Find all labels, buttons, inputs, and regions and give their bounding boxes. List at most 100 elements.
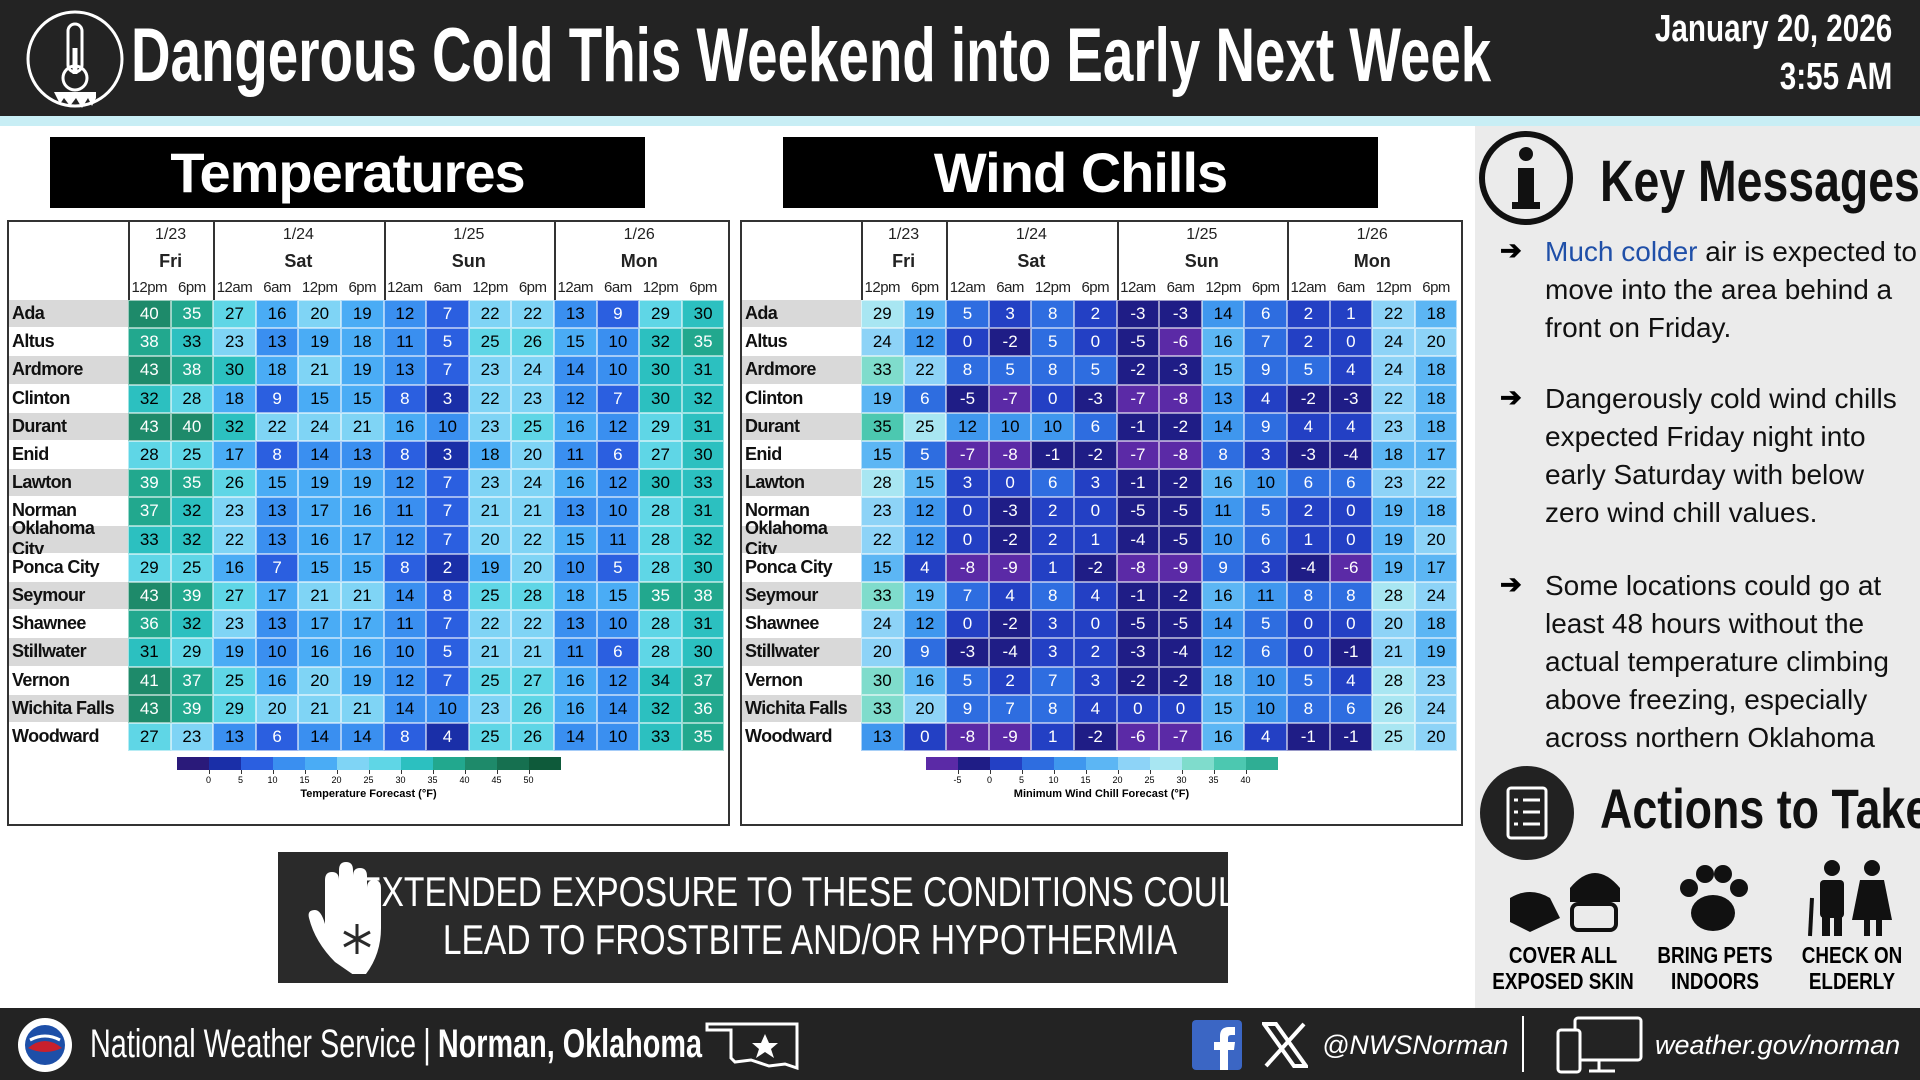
value-cell: 24: [861, 328, 904, 357]
value-cell: 8: [426, 582, 469, 611]
value-cell: 7: [426, 610, 469, 639]
x-icon[interactable]: [1262, 1022, 1308, 1068]
value-cell: 28: [128, 441, 171, 470]
value-cell: 10: [596, 497, 640, 526]
footer-website[interactable]: weather.gov/norman: [1655, 1030, 1901, 1060]
value-cell: 6: [1329, 469, 1373, 498]
time-label: 6pm: [1081, 278, 1110, 296]
value-cell: 15: [861, 441, 904, 470]
station-name: Stillwater: [742, 638, 861, 667]
value-cell: 20: [861, 638, 904, 667]
value-cell: 13: [554, 610, 597, 639]
value-cell: 16: [341, 497, 384, 526]
value-cell: -3: [988, 497, 1032, 526]
value-cell: 18: [1414, 384, 1458, 413]
time-label: 6pm: [178, 278, 206, 296]
value-cell: 25: [213, 666, 256, 695]
value-cell: 12: [903, 610, 947, 639]
value-cell: 23: [1414, 666, 1458, 695]
value-cell: 30: [639, 356, 682, 385]
value-cell: 15: [903, 469, 947, 498]
scale-swatch: [1245, 757, 1278, 770]
station-name: Lawton: [742, 469, 861, 498]
value-cell: 10: [1031, 412, 1074, 441]
value-cell: 23: [468, 356, 512, 385]
value-cell: 12: [383, 666, 427, 695]
table-title: Temperatures: [50, 137, 645, 208]
footer-agency: National Weather Service | Norman, Oklahom…: [90, 1022, 702, 1067]
station-name: Altus: [742, 328, 861, 357]
date-label: 1/23: [888, 226, 920, 243]
value-cell: 22: [903, 356, 947, 385]
value-cell: 8: [1031, 582, 1074, 611]
scale-tick: [1213, 770, 1215, 774]
value-cell: 1: [1031, 553, 1074, 582]
value-cell: 4: [1329, 666, 1373, 695]
value-cell: -3: [1116, 300, 1160, 329]
value-cell: 28: [1372, 666, 1415, 695]
bullet-arrow: ➔: [1500, 569, 1522, 599]
value-cell: 8: [1031, 300, 1074, 329]
value-cell: 40: [128, 300, 171, 329]
value-cell: 19: [861, 384, 904, 413]
value-cell: 33: [681, 469, 725, 498]
value-cell: 5: [596, 553, 640, 582]
value-cell: 7: [426, 356, 469, 385]
scale-swatch: [496, 757, 529, 770]
value-cell: 15: [554, 328, 597, 357]
station-name: Wichita Falls: [742, 694, 861, 723]
value-cell: 11: [554, 441, 597, 470]
value-cell: 17: [298, 497, 341, 526]
time-label: 6am: [1337, 278, 1365, 296]
value-cell: 10: [596, 723, 640, 752]
column-divider: [1116, 220, 1119, 300]
station-name: Seymour: [9, 582, 128, 611]
value-cell: -3: [1074, 384, 1117, 413]
value-cell: -9: [1159, 553, 1202, 582]
value-cell: 11: [554, 638, 597, 667]
value-cell: 7: [426, 497, 469, 526]
thermometer-icon: [26, 10, 124, 108]
facebook-icon[interactable]: [1192, 1020, 1242, 1070]
value-cell: 19: [213, 638, 256, 667]
action-label: ELDERLY: [1808, 967, 1896, 994]
footer-handle[interactable]: @NWSNorman: [1322, 1030, 1509, 1060]
value-cell: -2: [988, 525, 1032, 554]
date-label: 1/25: [453, 226, 485, 243]
banner-line: EXTENDED EXPOSURE TO THESE CONDITIONS CO…: [359, 868, 1261, 915]
value-cell: 23: [213, 497, 256, 526]
time-label: 6am: [433, 278, 462, 296]
value-cell: 16: [298, 525, 341, 554]
value-cell: 2: [1287, 497, 1330, 526]
value-cell: 23: [1372, 469, 1415, 498]
value-cell: -1: [1116, 469, 1160, 498]
value-cell: 6: [1074, 412, 1117, 441]
value-cell: 0: [946, 610, 989, 639]
value-cell: 10: [596, 356, 640, 385]
time-label: 6am: [263, 278, 291, 296]
message-text: Some locations could go at least 48 hour…: [1545, 570, 1889, 753]
scale-tick: [272, 770, 274, 774]
value-cell: 28: [639, 497, 682, 526]
station-name: Vernon: [9, 666, 128, 695]
value-cell: 28: [639, 610, 682, 639]
value-cell: 7: [426, 300, 469, 329]
value-cell: 3: [1244, 553, 1287, 582]
value-cell: 8: [1201, 441, 1245, 470]
value-cell: 15: [341, 553, 384, 582]
value-cell: 9: [1244, 356, 1287, 385]
value-cell: 5: [988, 356, 1032, 385]
value-cell: 1: [1074, 525, 1117, 554]
checklist-icon: [1480, 766, 1574, 860]
station-name: Ponca City: [9, 553, 128, 582]
value-cell: 30: [861, 666, 904, 695]
value-cell: 3: [426, 441, 469, 470]
value-cell: 4: [1244, 384, 1287, 413]
header-time: 3:55 AM: [1779, 56, 1892, 98]
value-cell: 5: [1287, 356, 1330, 385]
value-cell: 6: [1329, 694, 1373, 723]
value-cell: 21: [468, 638, 512, 667]
value-cell: 16: [255, 666, 299, 695]
value-cell: 16: [554, 694, 597, 723]
